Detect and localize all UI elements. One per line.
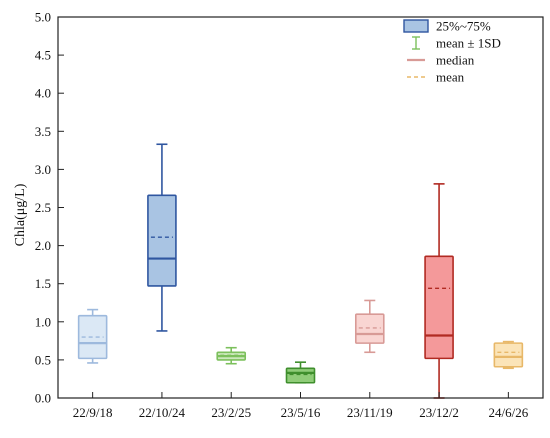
x-tick-label: 23/11/19 (347, 405, 393, 420)
box-group (493, 340, 524, 370)
box-iqr (493, 342, 524, 368)
legend-label: mean (436, 70, 465, 85)
y-tick-label: 1.5 (35, 276, 51, 291)
x-tick-label: 24/6/26 (488, 405, 528, 420)
box-group (147, 143, 177, 332)
y-tick-label: 2.5 (35, 200, 51, 215)
box-iqr (424, 255, 454, 360)
legend-item: mean (407, 70, 465, 85)
y-tick-label: 4.5 (35, 48, 51, 63)
box-group (285, 361, 316, 384)
legend-item: median (407, 53, 475, 68)
y-tick-label: 5.0 (35, 10, 51, 25)
plot-area (77, 143, 524, 399)
box-iqr (147, 194, 177, 287)
x-tick-label: 22/9/18 (73, 405, 113, 420)
y-tick-label: 2.0 (35, 238, 51, 253)
box-group (424, 183, 454, 399)
legend-item: mean ± 1SD (412, 36, 501, 51)
legend-label: 25%~75% (436, 19, 491, 34)
y-tick-label: 3.5 (35, 124, 51, 139)
legend-label: median (436, 53, 475, 68)
y-tick-label: 4.0 (35, 86, 51, 101)
legend-swatch-box (403, 19, 429, 33)
box-group (216, 346, 247, 365)
legend-label: mean ± 1SD (436, 36, 501, 51)
x-tick-label: 23/5/16 (281, 405, 321, 420)
y-tick-label: 0.5 (35, 352, 51, 367)
box-group (77, 308, 108, 364)
y-axis-title: Chla(μg/L) (13, 183, 28, 246)
axes: 0.0 0.5 1.0 1.5 2.0 2.5 3.0 3.5 4.0 4.5 5.0 22/9/18… (35, 10, 544, 420)
y-tick-label: 0.0 (35, 391, 51, 406)
y-tick-label: 3.0 (35, 162, 51, 177)
box-iqr (354, 313, 385, 344)
box-iqr (285, 367, 316, 384)
legend: 25%~75% mean ± 1SD median mean (403, 19, 501, 85)
legend-item: 25%~75% (403, 19, 491, 34)
plot-frame (57, 16, 544, 399)
x-tick-label: 23/12/2 (419, 405, 459, 420)
x-tick-label: 23/2/25 (211, 405, 251, 420)
box-group (354, 299, 385, 354)
x-tick-label: 22/10/24 (139, 405, 186, 420)
y-tick-label: 1.0 (35, 314, 51, 329)
